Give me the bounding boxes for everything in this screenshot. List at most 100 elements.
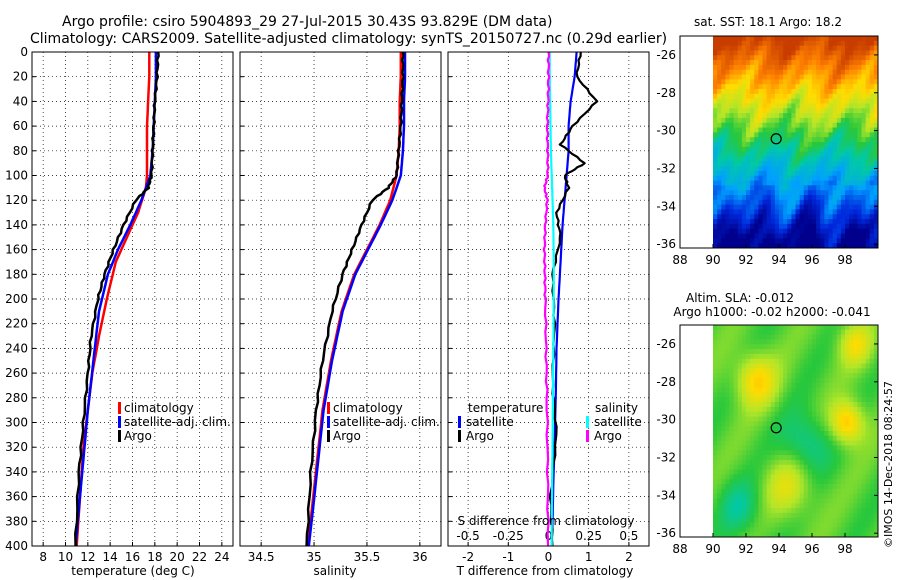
map-cell [766, 113, 772, 119]
map-cell [737, 522, 743, 528]
map-cell [828, 219, 834, 225]
map-cell [713, 406, 718, 413]
map-cell [861, 199, 867, 206]
x-tick-label: 98 [837, 253, 852, 267]
map-cell [758, 228, 763, 234]
map-cell [857, 79, 862, 85]
map-cell [762, 113, 768, 119]
map-cell [836, 98, 842, 104]
map-cell [762, 122, 768, 128]
map-cell [779, 45, 784, 51]
map-cell [729, 137, 735, 143]
map-cell [762, 431, 768, 437]
map-cell [721, 146, 726, 153]
map-cell [836, 243, 842, 249]
map-cell [791, 209, 796, 215]
map-cell [717, 64, 722, 71]
map-cell [799, 127, 805, 133]
map-cell [721, 170, 726, 177]
map-cell [717, 190, 722, 196]
map-cell [869, 402, 875, 408]
x-tick-label: 36 [412, 550, 427, 564]
map-cell [741, 98, 747, 104]
map-cell [869, 36, 875, 42]
y-tick-label: 220 [5, 317, 28, 331]
map-cell [783, 469, 788, 475]
map-cell [820, 397, 825, 403]
map-cell [766, 228, 772, 234]
map-cell [865, 74, 871, 80]
map-cell [729, 479, 735, 485]
map-cell [873, 204, 879, 210]
map-cell [869, 146, 875, 153]
map-cell [713, 223, 718, 230]
map-cell [849, 334, 854, 340]
map-cell [762, 151, 768, 157]
map-cell [737, 122, 743, 128]
map-cell [861, 488, 867, 495]
map-cell [840, 382, 846, 389]
map-cell [754, 440, 759, 446]
map-cell [754, 411, 759, 417]
map-cell [791, 339, 796, 345]
map-cell [807, 334, 813, 340]
map-cell [849, 243, 854, 249]
map-cell [713, 484, 718, 490]
map-cell [725, 84, 730, 90]
map-cell [783, 64, 788, 71]
map-cell [754, 50, 759, 56]
map-cell [746, 484, 751, 490]
map-cell [803, 522, 809, 528]
map-cell [783, 122, 788, 128]
map-cell [721, 426, 726, 432]
map-cell [820, 421, 825, 427]
map-cell [828, 238, 834, 244]
map-cell [741, 532, 747, 538]
map-cell [816, 60, 821, 66]
map-cell [865, 137, 871, 143]
map-cell [807, 93, 813, 100]
map-cell [791, 479, 796, 485]
map-cell [861, 195, 867, 201]
map-cell [832, 204, 838, 210]
map-cell [869, 142, 875, 148]
map-cell [725, 431, 730, 437]
map-cell [812, 228, 817, 234]
map-cell [857, 122, 862, 128]
map-cell [816, 411, 821, 417]
map-cell [832, 522, 838, 528]
map-cell [733, 334, 739, 340]
map-cell [746, 84, 751, 90]
map-cell [824, 113, 829, 119]
map-cell [758, 431, 763, 437]
map-cell [713, 166, 718, 172]
map-cell [787, 445, 792, 451]
map-cell [729, 64, 735, 71]
map-cell [812, 161, 817, 167]
map-cell [733, 426, 739, 432]
map-cell [717, 60, 722, 66]
map-cell [766, 435, 772, 442]
map-cell [840, 50, 846, 56]
map-cell [812, 373, 817, 379]
map-cell [717, 69, 722, 75]
map-cell [779, 132, 784, 138]
map-cell [865, 64, 871, 71]
map-cell [812, 40, 817, 47]
map-cell [824, 440, 829, 446]
map-cell [803, 455, 809, 461]
map-cell [729, 532, 735, 538]
map-cell [721, 455, 726, 461]
map-cell [737, 166, 743, 172]
map-cell [857, 146, 862, 153]
map-cell [717, 204, 722, 210]
map-cell [713, 69, 718, 75]
map-cell [832, 45, 838, 51]
map-cell [787, 89, 792, 95]
map-cell [750, 190, 755, 196]
map-cell [807, 397, 813, 403]
map-cell [725, 228, 730, 234]
map-cell [869, 411, 875, 417]
map-cell [812, 190, 817, 196]
map-cell [861, 459, 867, 466]
